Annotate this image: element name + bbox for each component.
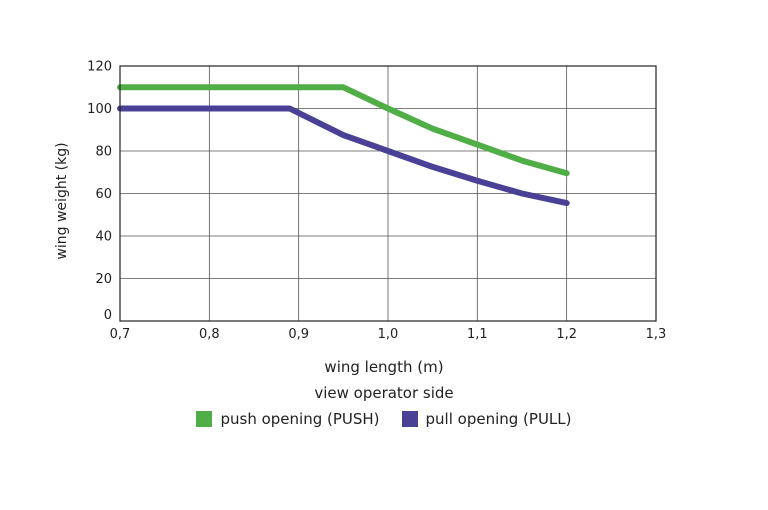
x-tick-label: 1,2 xyxy=(556,327,577,342)
legend-swatch-pull xyxy=(401,411,418,427)
y-tick-label: 0 xyxy=(104,308,112,323)
legend: push opening (PUSH) pull opening (PULL) xyxy=(0,410,768,428)
y-tick-label: 100 xyxy=(87,102,112,117)
chart-subtitle: view operator side xyxy=(314,384,454,402)
legend-item-pull: pull opening (PULL) xyxy=(401,410,572,428)
x-tick-label: 0,8 xyxy=(199,327,220,342)
grid xyxy=(120,66,656,321)
x-axis-label: wing length (m) xyxy=(324,358,444,376)
legend-label-pull: pull opening (PULL) xyxy=(425,410,572,428)
series-layer xyxy=(117,84,570,207)
legend-swatch-push xyxy=(196,411,213,427)
y-tick-label: 40 xyxy=(95,230,112,245)
x-tick-label: 0,9 xyxy=(288,327,309,342)
y-tick-label: 60 xyxy=(95,187,112,202)
legend-label-push: push opening (PUSH) xyxy=(220,410,380,428)
series-line-push xyxy=(117,84,570,177)
y-tick-label: 120 xyxy=(87,60,112,75)
plot-frame xyxy=(119,65,657,322)
y-tick-label: 20 xyxy=(95,272,112,287)
x-tick-label: 1,0 xyxy=(378,327,399,342)
legend-item-push: push opening (PUSH) xyxy=(196,410,380,428)
x-tick-label: 1,3 xyxy=(646,327,667,342)
y-axis-label: wing weight (kg) xyxy=(54,142,70,259)
x-tick-label: 1,1 xyxy=(467,327,488,342)
series-line-pull xyxy=(117,105,570,207)
x-tick-label: 0,7 xyxy=(110,327,131,342)
y-tick-label: 80 xyxy=(95,145,112,160)
ticks: 0,7 0,8 0,9 1,0 1,1 1,2 1,3 0 20 40 60 80 100 120 xyxy=(87,60,666,343)
